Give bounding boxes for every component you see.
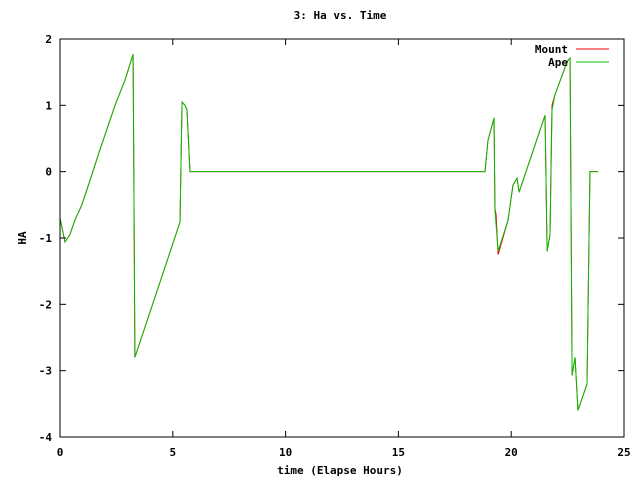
y-tick-label: -1 [39,232,53,245]
y-tick-label: 1 [45,99,52,112]
x-tick-label: 20 [505,446,518,459]
y-tick-label: 0 [45,166,52,179]
series-line [59,54,599,411]
y-tick-label: -3 [39,365,52,378]
y-tick-label: -4 [39,431,53,444]
x-tick-label: 10 [279,446,292,459]
y-axis-label: HA [16,231,29,245]
legend-label: Ape [548,56,568,69]
y-tick-label: 2 [45,33,52,46]
x-tick-label: 0 [57,446,64,459]
x-tick-label: 15 [392,446,405,459]
x-tick-label: 25 [617,446,630,459]
plot-area [59,54,599,411]
y-tick-label: -2 [39,298,52,311]
x-axis-label: time (Elapse Hours) [277,464,403,477]
x-tick-label: 5 [169,446,176,459]
legend-label: Mount [535,43,568,56]
chart-title: 3: Ha vs. Time [294,9,387,22]
